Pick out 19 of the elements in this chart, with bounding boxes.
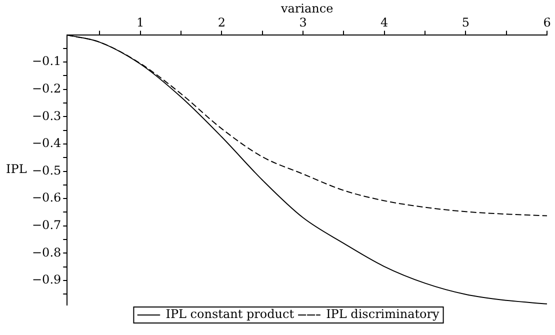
x-tick-label: 2: [218, 16, 226, 30]
x-tick-label: 6: [543, 16, 551, 30]
y-tick-label: −0.3: [32, 108, 62, 123]
y-tick-label: −0.9: [32, 272, 62, 287]
y-tick-label: −0.1: [32, 54, 62, 68]
x-tick-label: 4: [380, 16, 389, 30]
y-axis-title: IPL: [6, 162, 27, 176]
x-tick-label: 1: [136, 16, 144, 30]
y-tick-label: −0.8: [32, 245, 62, 260]
x-tick-label: 3: [299, 16, 307, 30]
legend-label: IPL constant product: [166, 307, 294, 322]
y-tick-label: −0.7: [32, 218, 62, 232]
y-tick-label: −0.5: [32, 163, 62, 178]
y-tick-label: −0.6: [32, 190, 62, 205]
legend-label: IPL discriminatory: [326, 307, 440, 322]
x-axis-title: variance: [280, 1, 334, 16]
x-tick-label: 5: [462, 16, 470, 30]
y-tick-label: −0.4: [32, 136, 62, 150]
y-tick-label: −0.2: [32, 82, 62, 96]
